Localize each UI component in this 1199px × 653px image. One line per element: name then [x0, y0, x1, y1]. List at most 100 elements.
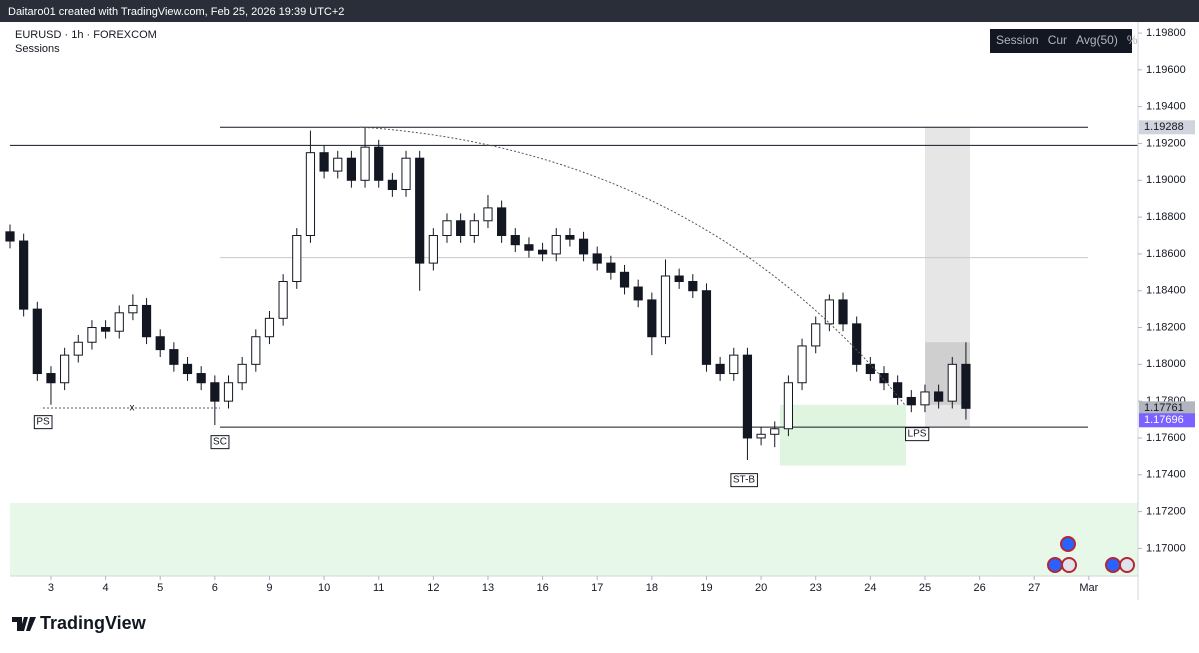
price-tag	[1139, 401, 1195, 416]
x-tick-label: 9	[266, 582, 272, 594]
candle-body	[333, 157, 343, 172]
x-tick-label: 18	[646, 582, 658, 594]
candle-body	[237, 363, 247, 384]
candle-body	[578, 238, 589, 255]
x-tick-label: 11	[373, 582, 384, 594]
candle-body	[182, 363, 193, 375]
event-icon[interactable]	[1060, 536, 1076, 552]
zone	[780, 404, 906, 466]
x-tick-label: 5	[157, 582, 163, 594]
candle-body	[128, 304, 138, 314]
cross-marker: x	[130, 403, 135, 414]
candle-body	[46, 373, 56, 384]
annotation-box	[730, 473, 758, 488]
annotation-label: SC	[213, 437, 227, 448]
candle-body	[19, 240, 29, 310]
candle-body	[797, 345, 807, 384]
candle-body	[346, 157, 357, 181]
price-tag-label: 1.17761	[1144, 402, 1184, 414]
annotation-label: PS	[36, 417, 50, 428]
candle-body	[32, 308, 42, 375]
chart-subtitle: Sessions	[15, 43, 60, 55]
candle-body	[633, 286, 643, 301]
candle-body	[865, 363, 875, 375]
x-tick-label: 19	[700, 582, 712, 594]
candle-body	[428, 235, 438, 264]
candle-body	[920, 391, 930, 406]
y-tick-label: 1.18200	[1146, 321, 1186, 333]
candle-body	[196, 373, 206, 384]
candle-body	[456, 220, 466, 237]
candle-body	[715, 363, 725, 375]
candle-body	[811, 323, 821, 347]
candle-body	[934, 391, 944, 402]
annotation-box	[33, 415, 53, 430]
y-tick-label: 1.19600	[1146, 64, 1186, 76]
candle-body	[497, 207, 507, 237]
x-tick-label: 4	[103, 582, 109, 594]
candle-body	[292, 235, 302, 283]
candle-body	[893, 382, 903, 398]
annotation-label: LPS	[908, 429, 927, 440]
candle-body	[701, 290, 712, 365]
y-tick-label: 1.18800	[1146, 211, 1186, 223]
candle-body	[251, 336, 261, 365]
candle-body	[278, 281, 288, 319]
plot-area	[5, 126, 1138, 576]
annotation-box	[905, 427, 930, 442]
candle-body	[60, 354, 70, 384]
indicator-label: Cur	[1048, 33, 1067, 47]
candle-body	[947, 363, 957, 402]
candle-body	[961, 363, 971, 409]
indicator-label: Avg(50)	[1076, 33, 1118, 47]
x-tick-label: 23	[810, 582, 822, 594]
candle-body	[210, 382, 220, 402]
candle-body	[155, 336, 165, 351]
x-tick-label: 3	[48, 582, 54, 594]
price-tag	[1139, 120, 1195, 135]
y-tick-label: 1.18600	[1146, 248, 1186, 260]
annotation-box	[210, 435, 230, 450]
x-tick-label: 10	[318, 582, 330, 594]
logo: TradingView	[12, 613, 147, 633]
candle-body	[619, 271, 630, 288]
candle-body	[141, 304, 152, 338]
candle-body	[510, 235, 520, 246]
candle-body	[169, 349, 179, 365]
x-tick-label: 17	[591, 582, 603, 594]
candle-body	[264, 317, 275, 338]
candle-body	[742, 354, 753, 439]
y-tick-label: 1.19400	[1146, 101, 1186, 113]
zone	[10, 503, 1138, 576]
event-icon[interactable]	[1119, 557, 1135, 573]
price-tag-label: 1.17696	[1144, 414, 1184, 426]
candle-body	[756, 433, 766, 439]
price-tag-label: 1.19288	[1144, 121, 1184, 133]
indicator-box	[990, 29, 1132, 53]
candle-body	[114, 312, 124, 332]
candle-body	[537, 249, 548, 255]
chart-title: EURUSD · 1h · FOREXCOM	[15, 29, 157, 41]
candle-body	[838, 299, 848, 325]
x-tick-label: 6	[212, 582, 218, 594]
y-tick-label: 1.18000	[1146, 358, 1186, 370]
candle-body	[852, 323, 862, 365]
candle-body	[688, 281, 698, 292]
candle-body	[483, 207, 493, 222]
x-tick-label: 16	[536, 582, 548, 594]
y-tick-label: 1.18400	[1146, 285, 1186, 297]
y-tick-label: 1.17400	[1146, 469, 1186, 481]
candle-body	[469, 220, 479, 237]
candle-body	[360, 146, 370, 181]
x-tick-label: 12	[427, 582, 439, 594]
candle-body	[87, 327, 97, 343]
event-icon[interactable]	[1047, 557, 1063, 573]
logo-mark	[12, 617, 36, 631]
event-icon[interactable]	[1105, 557, 1121, 573]
y-tick-label: 1.19200	[1146, 137, 1186, 149]
event-icon[interactable]	[1061, 557, 1077, 573]
candle-body	[674, 275, 684, 283]
candle-body	[223, 382, 234, 402]
candle-body	[647, 299, 657, 338]
